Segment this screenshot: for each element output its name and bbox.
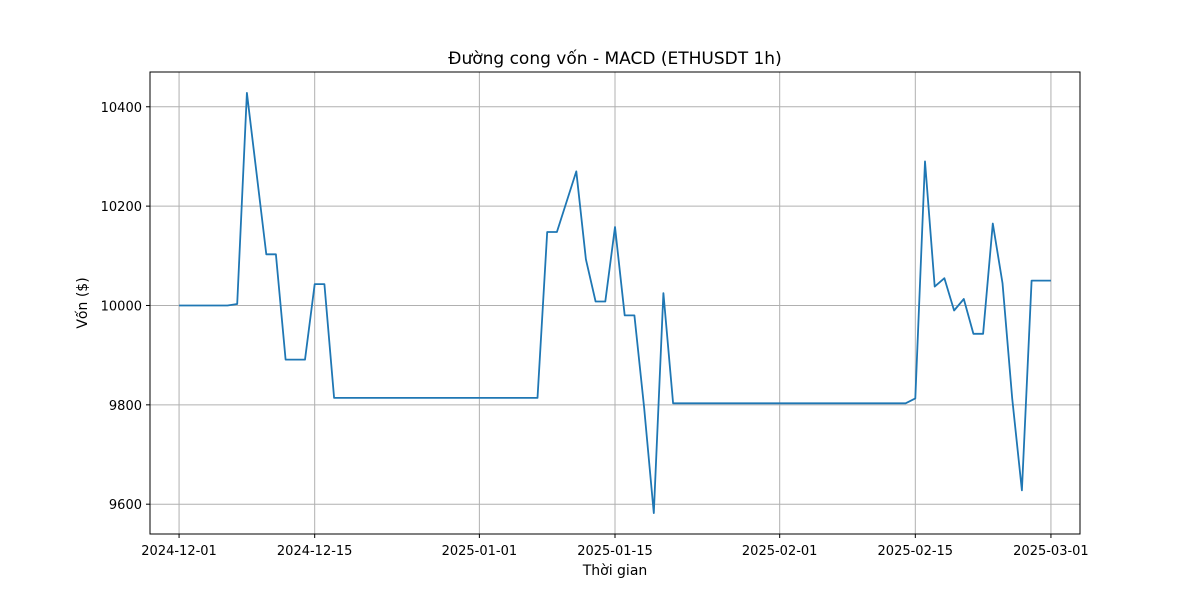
chart-title: Đường cong vốn - MACD (ETHUSDT 1h) xyxy=(448,48,781,69)
equity-line xyxy=(179,92,1051,514)
y-tick-label: 9600 xyxy=(109,498,142,513)
grid xyxy=(150,72,1080,534)
y-tick-label: 9800 xyxy=(109,399,142,414)
y-tick-label: 10000 xyxy=(101,299,142,314)
y-tick-label: 10200 xyxy=(101,200,142,215)
x-tick-label: 2024-12-15 xyxy=(277,544,353,559)
x-axis: 2024-12-01 2024-12-15 2025-01-01 2025-01-15… xyxy=(141,534,1089,559)
x-axis-label: Thời gian xyxy=(582,563,648,579)
y-axis: 9600 9800 10000 10200 10400 xyxy=(101,101,150,513)
x-tick-label: 2025-03-01 xyxy=(1013,544,1089,559)
x-tick-label: 2025-02-01 xyxy=(742,544,818,559)
series-layer xyxy=(179,92,1051,514)
x-tick-label: 2024-12-01 xyxy=(141,544,217,559)
x-tick-label: 2025-02-15 xyxy=(878,544,954,559)
x-tick-label: 2025-01-01 xyxy=(442,544,518,559)
x-tick-label: 2025-01-15 xyxy=(577,544,653,559)
y-tick-label: 10400 xyxy=(101,101,142,116)
y-axis-label: Vốn ($) xyxy=(74,277,91,328)
